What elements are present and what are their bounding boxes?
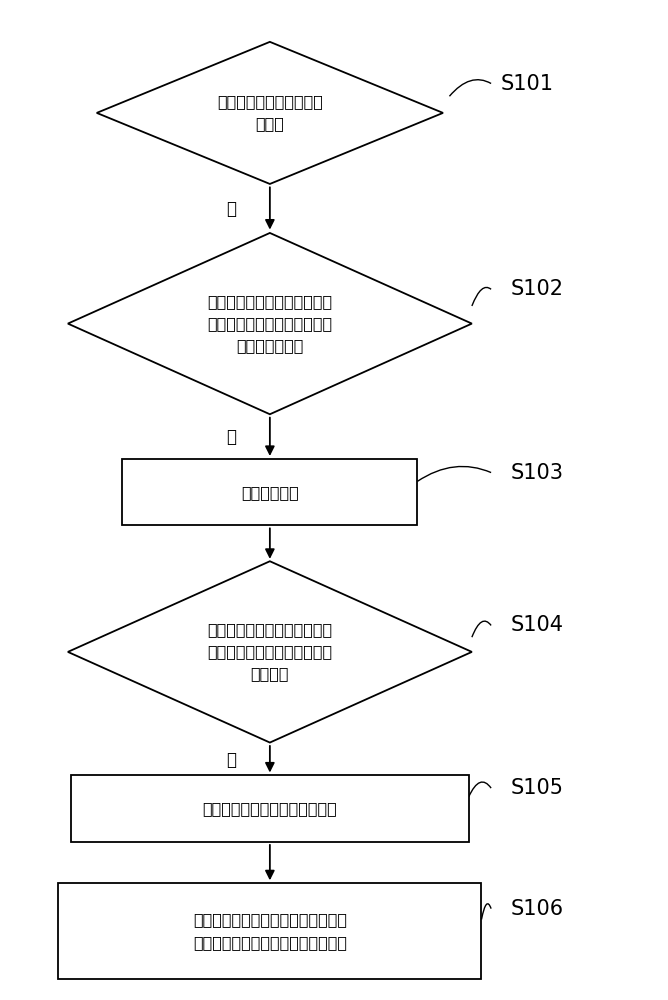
Text: 是: 是 bbox=[226, 428, 236, 446]
Text: S101: S101 bbox=[501, 74, 554, 94]
Text: 检测终端的指纹识别按键被按
下而触发中断的时间是否超过
预设的时间阈値: 检测终端的指纹识别按键被按 下而触发中断的时间是否超过 预设的时间阈値 bbox=[207, 294, 333, 353]
Polygon shape bbox=[97, 42, 443, 184]
Text: 是: 是 bbox=[226, 200, 236, 218]
Text: S104: S104 bbox=[510, 615, 563, 635]
Text: S102: S102 bbox=[510, 279, 563, 299]
Text: 直接启动摄像头进行隐蔽式拍照: 直接启动摄像头进行隐蔽式拍照 bbox=[202, 801, 337, 816]
Text: 检测终端当前是否处于待
机状态: 检测终端当前是否处于待 机状态 bbox=[217, 94, 323, 131]
Polygon shape bbox=[68, 233, 472, 414]
Bar bbox=[58, 883, 482, 979]
Polygon shape bbox=[68, 561, 472, 743]
Text: 启动指纹识别: 启动指纹识别 bbox=[241, 485, 299, 500]
Text: S106: S106 bbox=[510, 899, 564, 919]
Text: S103: S103 bbox=[510, 463, 563, 483]
Text: 当拍照完成时，使终端产生振动用以
作为拍照成功的标志，从而提示用户: 当拍照完成时，使终端产生振动用以 作为拍照成功的标志，从而提示用户 bbox=[193, 913, 347, 950]
Bar bbox=[71, 775, 469, 842]
Bar bbox=[122, 459, 418, 525]
Text: 检测用户当前输入的指纹信息
是否为预设的快速启动拍照的
指纹信息: 检测用户当前输入的指纹信息 是否为预设的快速启动拍照的 指纹信息 bbox=[207, 622, 333, 682]
Text: S105: S105 bbox=[510, 778, 563, 798]
Text: 是: 是 bbox=[226, 751, 236, 769]
